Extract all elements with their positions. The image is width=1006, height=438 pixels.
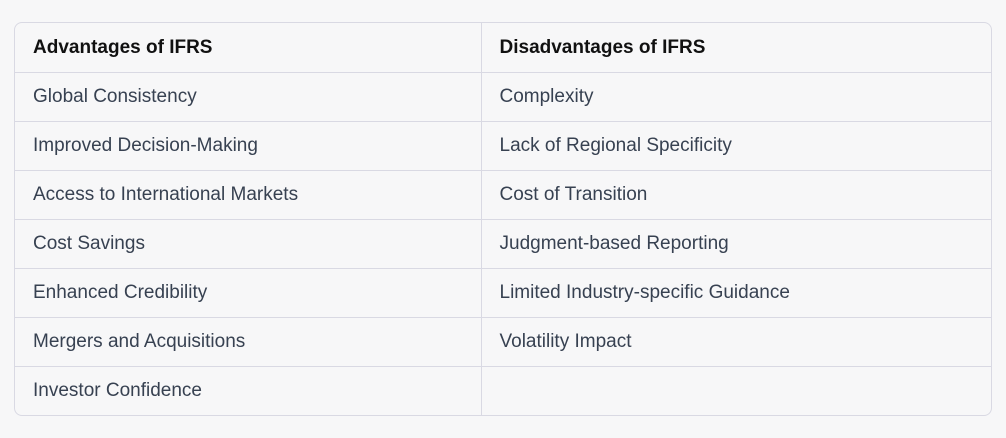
disadvantage-cell: Complexity	[481, 72, 991, 122]
header-advantages: Advantages of IFRS	[15, 23, 482, 73]
advantage-cell: Access to International Markets	[15, 170, 482, 220]
table-row: Investor Confidence	[15, 366, 991, 415]
disadvantage-cell: Cost of Transition	[481, 170, 991, 220]
advantage-cell: Cost Savings	[15, 219, 482, 269]
table-row: Cost Savings Judgment-based Reporting	[15, 219, 991, 269]
disadvantage-cell: Judgment-based Reporting	[481, 219, 991, 269]
disadvantage-cell: Lack of Regional Specificity	[481, 121, 991, 171]
advantage-cell: Enhanced Credibility	[15, 268, 482, 318]
advantage-cell: Global Consistency	[15, 72, 482, 122]
disadvantage-cell: Limited Industry-specific Guidance	[481, 268, 991, 318]
ifrs-comparison-table: Advantages of IFRS Disadvantages of IFRS…	[15, 23, 991, 415]
table-row: Access to International Markets Cost of …	[15, 170, 991, 220]
advantage-cell: Mergers and Acquisitions	[15, 317, 482, 367]
advantage-cell: Improved Decision-Making	[15, 121, 482, 171]
table-row: Global Consistency Complexity	[15, 72, 991, 122]
comparison-table-container: Advantages of IFRS Disadvantages of IFRS…	[14, 22, 992, 416]
advantage-cell: Investor Confidence	[15, 366, 482, 415]
table-row: Enhanced Credibility Limited Industry-sp…	[15, 268, 991, 318]
table-header-row: Advantages of IFRS Disadvantages of IFRS	[15, 23, 991, 73]
header-disadvantages: Disadvantages of IFRS	[481, 23, 991, 73]
disadvantage-cell-empty	[481, 366, 991, 415]
disadvantage-cell: Volatility Impact	[481, 317, 991, 367]
table-row: Improved Decision-Making Lack of Regiona…	[15, 121, 991, 171]
table-row: Mergers and Acquisitions Volatility Impa…	[15, 317, 991, 367]
